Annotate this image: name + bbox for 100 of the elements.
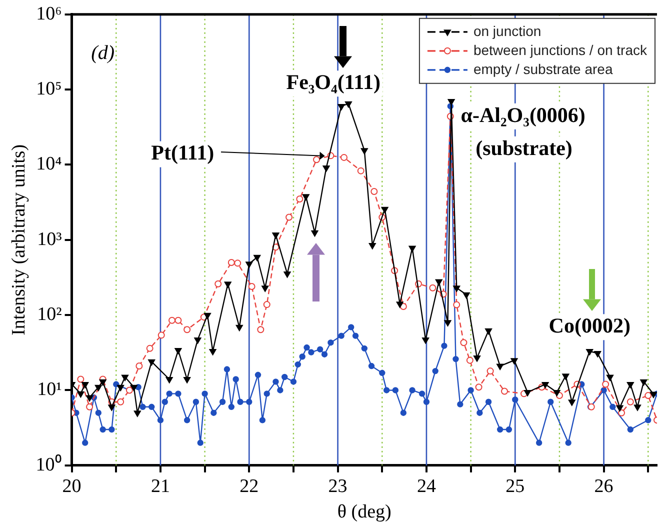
point [462, 292, 470, 299]
point [166, 377, 173, 384]
x-tick-label: 20 [62, 476, 82, 497]
x-tick-label: 22 [240, 476, 259, 497]
point [184, 377, 191, 384]
point [453, 301, 460, 308]
point [248, 282, 256, 290]
y-axis-title: Intensity (arbitrary units) [8, 144, 30, 336]
point [510, 358, 518, 364]
annotation: Fe₃O₄(111) [286, 70, 380, 94]
point [422, 337, 430, 344]
x-tick-label: 24 [416, 476, 436, 497]
point [475, 384, 482, 391]
point [246, 262, 253, 268]
point [209, 349, 216, 356]
point [496, 364, 504, 370]
point [606, 374, 614, 381]
annotation: (substrate) [476, 136, 572, 160]
point [602, 380, 610, 388]
point [130, 384, 138, 392]
point [262, 286, 269, 292]
point [370, 188, 378, 196]
y-tick-label: 10⁵ [36, 78, 62, 100]
point [524, 390, 532, 396]
y-tick-label: 10⁴ [36, 154, 62, 175]
point [134, 410, 141, 417]
point [77, 391, 84, 398]
point [360, 148, 368, 154]
point [448, 98, 455, 106]
point [311, 230, 318, 237]
point [204, 312, 211, 320]
point [460, 339, 468, 346]
point [340, 154, 348, 161]
point [86, 403, 94, 410]
x-tick-label: 25 [506, 476, 525, 497]
point [444, 320, 452, 326]
point [429, 284, 436, 292]
legend-label: empty / substrate area [473, 60, 613, 77]
point [224, 282, 232, 288]
point [486, 368, 494, 375]
y-tick-label: 10² [37, 304, 62, 326]
x-axis-title: θ (deg) [337, 502, 392, 523]
point [634, 404, 642, 411]
point [184, 326, 191, 334]
point [640, 379, 648, 386]
point [381, 206, 388, 214]
point [357, 167, 364, 174]
point [214, 280, 222, 288]
point [396, 302, 404, 308]
point [86, 395, 94, 402]
y-tick-label: 10¹ [37, 379, 62, 400]
point [485, 328, 492, 335]
point [234, 260, 242, 267]
point [466, 356, 474, 364]
point [553, 390, 560, 396]
point [626, 398, 634, 406]
point [174, 348, 182, 354]
annotation: Pt(111) [151, 140, 214, 165]
point [228, 259, 235, 266]
point [121, 374, 129, 381]
point [77, 376, 84, 383]
x-tick-label: 26 [594, 476, 614, 497]
point [254, 254, 261, 262]
point [435, 279, 442, 286]
point [136, 362, 143, 370]
point [594, 351, 602, 358]
point [117, 384, 124, 392]
point [263, 301, 270, 308]
x-tick-label: 21 [150, 476, 170, 497]
annotation: (d) [91, 42, 115, 64]
point [650, 392, 657, 398]
legend-label: between junctions / on track [473, 42, 648, 58]
point [313, 156, 320, 164]
point [338, 104, 345, 110]
point [473, 356, 481, 362]
point [626, 382, 634, 388]
point [272, 232, 280, 239]
point [542, 382, 549, 388]
point [146, 344, 154, 352]
y-tick-label: 10³ [37, 228, 62, 250]
x-tick-label: 23 [328, 476, 348, 497]
point [257, 326, 264, 334]
point [644, 392, 652, 400]
point [82, 382, 89, 388]
point [99, 379, 106, 386]
point [158, 332, 165, 339]
point [236, 324, 243, 332]
point [344, 101, 352, 108]
point [286, 214, 293, 221]
point [453, 286, 460, 292]
annotation: Co(0002) [548, 314, 630, 338]
point [616, 405, 624, 412]
point [168, 316, 176, 324]
legend-label: on junction [473, 22, 542, 39]
point [108, 404, 116, 411]
point [117, 398, 124, 406]
point [194, 337, 202, 344]
y-tick-label: 10⁰ [36, 453, 62, 476]
y-tick-label: 10⁶ [36, 3, 62, 24]
point [322, 166, 330, 172]
